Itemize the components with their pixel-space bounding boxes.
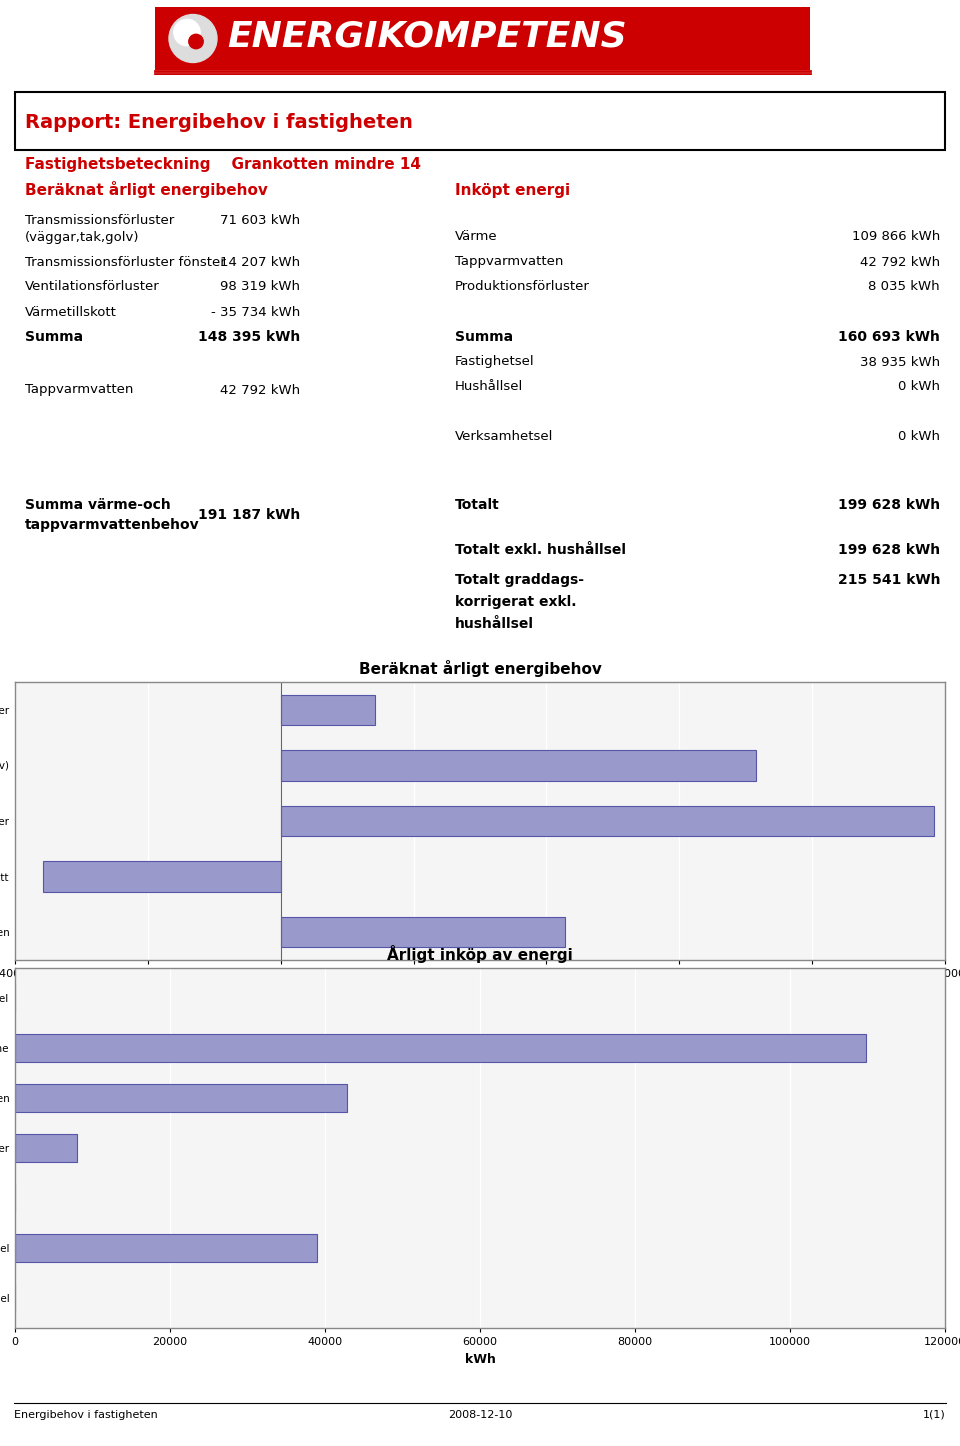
Text: hushållsel: hushållsel bbox=[455, 617, 534, 630]
Text: 8 035 kWh: 8 035 kWh bbox=[869, 281, 940, 294]
Bar bbox=[15, 93, 945, 150]
Text: Tappvarmvatten: Tappvarmvatten bbox=[25, 383, 133, 396]
Text: Totalt: Totalt bbox=[455, 497, 500, 512]
Text: 160 693 kWh: 160 693 kWh bbox=[838, 330, 940, 344]
Text: Energibehov i fastigheten: Energibehov i fastigheten bbox=[14, 1410, 158, 1420]
Text: ENERGIKOMPETENS: ENERGIKOMPETENS bbox=[227, 19, 627, 54]
Text: 42 792 kWh: 42 792 kWh bbox=[220, 383, 300, 396]
Text: Hushållsel: Hushållsel bbox=[455, 380, 523, 393]
Text: Summa värme-och: Summa värme-och bbox=[25, 497, 171, 512]
Text: korrigerat exkl.: korrigerat exkl. bbox=[455, 594, 577, 609]
Bar bbox=[43, 862, 280, 892]
Title: Årligt inköp av energi: Årligt inköp av energi bbox=[387, 944, 573, 963]
Bar bbox=[15, 1084, 347, 1112]
Text: Totalt graddags-: Totalt graddags- bbox=[455, 573, 584, 587]
X-axis label: kWh: kWh bbox=[465, 985, 495, 998]
Text: 38 935 kWh: 38 935 kWh bbox=[860, 356, 940, 369]
Text: Transmissionsförluster fönster: Transmissionsförluster fönster bbox=[25, 256, 226, 269]
Text: Ventilationsförluster: Ventilationsförluster bbox=[25, 281, 159, 294]
Circle shape bbox=[189, 35, 204, 49]
Bar bbox=[155, 7, 810, 69]
Title: Beräknat årligt energibehov: Beräknat årligt energibehov bbox=[359, 659, 601, 677]
Text: Värme: Värme bbox=[455, 230, 497, 243]
Text: 199 628 kWh: 199 628 kWh bbox=[838, 497, 940, 512]
Text: Summa: Summa bbox=[455, 330, 514, 344]
Text: 0 kWh: 0 kWh bbox=[898, 380, 940, 393]
X-axis label: kWh: kWh bbox=[465, 1352, 495, 1365]
Bar bbox=[280, 750, 756, 781]
Text: 199 628 kWh: 199 628 kWh bbox=[838, 544, 940, 557]
Text: Produktionsförluster: Produktionsförluster bbox=[455, 281, 589, 294]
Text: Totalt exkl. hushållsel: Totalt exkl. hushållsel bbox=[455, 544, 626, 557]
Text: 14 207 kWh: 14 207 kWh bbox=[220, 256, 300, 269]
Circle shape bbox=[174, 19, 201, 46]
Circle shape bbox=[169, 14, 217, 62]
Bar bbox=[280, 694, 375, 726]
Text: (väggar,tak,golv): (väggar,tak,golv) bbox=[25, 230, 139, 243]
Text: 191 187 kWh: 191 187 kWh bbox=[198, 508, 300, 522]
Text: 0 kWh: 0 kWh bbox=[898, 431, 940, 444]
Text: tappvarmvattenbehov: tappvarmvattenbehov bbox=[25, 518, 200, 532]
Text: 42 792 kWh: 42 792 kWh bbox=[860, 256, 940, 269]
Bar bbox=[15, 1134, 77, 1161]
Text: Summa: Summa bbox=[25, 330, 84, 344]
Text: 1(1): 1(1) bbox=[923, 1410, 946, 1420]
Text: 148 395 kWh: 148 395 kWh bbox=[198, 330, 300, 344]
Bar bbox=[15, 1235, 317, 1262]
Bar bbox=[280, 805, 934, 836]
Text: Beräknat årligt energibehov: Beräknat årligt energibehov bbox=[25, 182, 268, 198]
Text: Inköpt energi: Inköpt energi bbox=[455, 182, 570, 198]
Text: 2008-12-10: 2008-12-10 bbox=[447, 1410, 513, 1420]
Text: 98 319 kWh: 98 319 kWh bbox=[220, 281, 300, 294]
Bar bbox=[280, 917, 565, 947]
Text: Värmetillskott: Värmetillskott bbox=[25, 305, 117, 318]
Text: 215 541 kWh: 215 541 kWh bbox=[837, 573, 940, 587]
Text: Tappvarmvatten: Tappvarmvatten bbox=[455, 256, 564, 269]
Text: Transmissionsförluster: Transmissionsförluster bbox=[25, 214, 175, 227]
Text: Fastighetsbeteckning    Grankotten mindre 14: Fastighetsbeteckning Grankotten mindre 1… bbox=[25, 158, 421, 172]
Text: - 35 734 kWh: - 35 734 kWh bbox=[211, 305, 300, 318]
Bar bbox=[15, 1034, 867, 1061]
Text: Fastighetsel: Fastighetsel bbox=[455, 356, 535, 369]
Text: Rapport: Energibehov i fastigheten: Rapport: Energibehov i fastigheten bbox=[25, 113, 413, 133]
Text: Verksamhetsel: Verksamhetsel bbox=[455, 431, 553, 444]
Text: 109 866 kWh: 109 866 kWh bbox=[852, 230, 940, 243]
Text: 71 603 kWh: 71 603 kWh bbox=[220, 214, 300, 227]
